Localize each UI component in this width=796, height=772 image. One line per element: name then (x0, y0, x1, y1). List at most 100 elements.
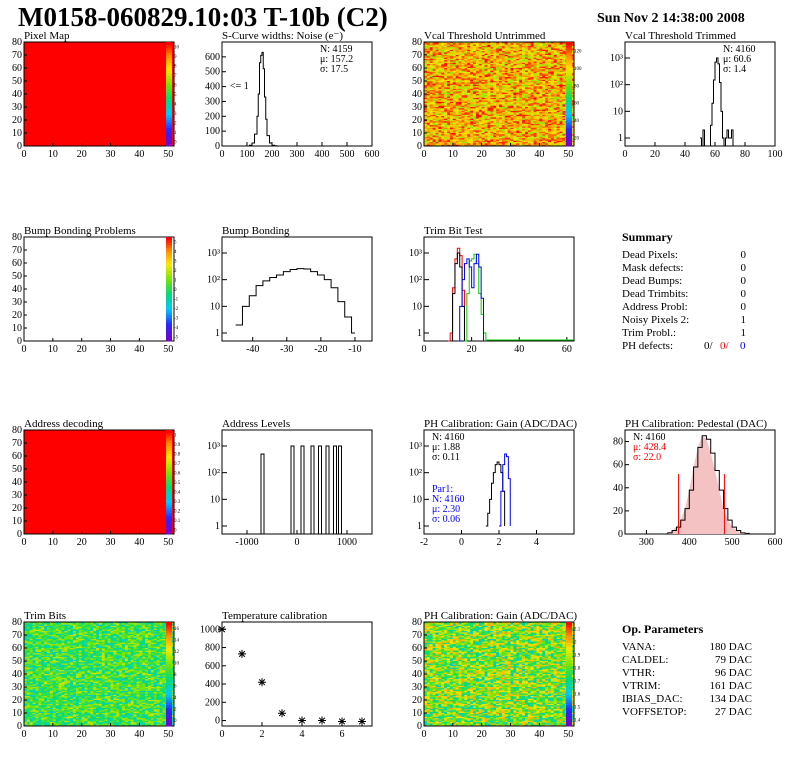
heatmap-cell (29, 624, 33, 627)
heatmap-cell (449, 48, 454, 51)
heatmap-cell (513, 131, 517, 134)
heatmap-cell (461, 143, 465, 145)
heatmap-cell (533, 123, 537, 126)
heatmap-cell (29, 703, 33, 706)
heatmap-cell (470, 78, 474, 80)
heatmap-cell (447, 70, 451, 73)
heatmap-cell (507, 123, 511, 126)
y-tick-label: 20 (12, 310, 22, 321)
heatmap-cell (559, 43, 563, 45)
heatmap-cell (470, 140, 474, 143)
x-tick-label: 400 (315, 149, 330, 160)
heatmap-cell (32, 624, 36, 627)
heatmap-cell (550, 108, 555, 110)
heatmap-cell (481, 95, 485, 97)
heatmap-cell (458, 97, 462, 100)
heatmap-cell (478, 120, 482, 122)
heatmap-cell (493, 84, 497, 87)
heatmap-cell (458, 48, 462, 51)
heatmap-cell (556, 47, 560, 49)
heatmap-cell (536, 110, 540, 113)
heatmap-cell (562, 68, 566, 70)
heatmap-cell (429, 57, 433, 60)
heatmap-cell (475, 91, 480, 93)
heatmap-cell (32, 698, 36, 701)
heatmap-cell (553, 108, 557, 110)
heatmap-cell (519, 56, 523, 58)
heatmap-cell (548, 95, 552, 97)
heatmap-cell (455, 99, 459, 101)
heatmap-cell (424, 56, 428, 58)
heatmap-cell (26, 655, 31, 658)
heatmap-cell (426, 83, 431, 86)
heatmap-cell (458, 116, 462, 118)
heatmap-cell (470, 122, 474, 125)
heatmap-cell (530, 118, 534, 121)
heatmap-cell (513, 104, 517, 106)
colorbar-step (566, 127, 572, 131)
heatmap-cell (510, 48, 514, 51)
heatmap-cell (530, 64, 534, 66)
heatmap-cell (542, 110, 546, 113)
heatmap-cell (429, 125, 433, 127)
heatmap-cell (478, 101, 482, 104)
heatmap-cell (510, 103, 514, 105)
heatmap-cell (513, 87, 517, 90)
heatmap-cell (26, 648, 31, 650)
colorbar-step (166, 81, 172, 84)
heatmap-cell (426, 55, 431, 57)
heatmap-cell (26, 702, 31, 705)
heatmap-cell (478, 143, 482, 145)
colorbar-step (166, 273, 172, 277)
heatmap-cell (473, 116, 477, 118)
heatmap-cell (548, 118, 552, 121)
heatmap-cell (455, 64, 459, 66)
heatmap-cell (571, 117, 575, 119)
heatmap-cell (475, 108, 480, 110)
x-tick-label: 50 (163, 537, 173, 548)
heatmap-cell (432, 112, 436, 114)
heatmap-cell (501, 105, 506, 108)
heatmap-cell (452, 55, 457, 57)
heatmap-cell (449, 45, 454, 48)
annotation: <= 1 (230, 81, 249, 92)
heatmap-cell (26, 625, 31, 628)
page-date: Sun Nov 2 14:38:00 2008 (597, 11, 745, 26)
heatmap-cell (461, 133, 465, 135)
heatmap-cell (490, 133, 494, 135)
heatmap-cell (24, 668, 28, 671)
heatmap-cell (559, 64, 563, 66)
heatmap-cell (26, 705, 31, 707)
heatmap-cell (449, 62, 454, 65)
heatmap-cell (516, 66, 520, 69)
heatmap-cell (530, 71, 534, 74)
heatmap-cell (475, 120, 480, 122)
heatmap-cell (429, 82, 433, 84)
heatmap-cell (507, 97, 511, 100)
heatmap-cell (470, 123, 474, 126)
heatmap-cell (32, 668, 36, 671)
heatmap-cell (481, 113, 485, 116)
heatmap-cell (449, 131, 454, 134)
heatmap-cell (507, 118, 511, 121)
heatmap-cell (426, 130, 431, 132)
heatmap-cell (519, 139, 523, 142)
heatmap-cell (533, 97, 537, 100)
heatmap-cell (487, 125, 491, 127)
heatmap-cell (438, 103, 442, 105)
heatmap-cell (559, 114, 563, 117)
heatmap-cell (559, 66, 563, 69)
heatmap-cell (504, 74, 508, 77)
heatmap-cell (487, 112, 491, 114)
heatmap-cell (487, 142, 491, 144)
heatmap-cell (432, 81, 436, 83)
heatmap-cell (550, 110, 555, 113)
heatmap-cell (504, 129, 508, 131)
heatmap-cell (435, 122, 439, 125)
heatmap-cell (441, 57, 445, 60)
heatmap-cell (539, 143, 543, 145)
heatmap-cell (556, 92, 560, 95)
heatmap-cell (522, 100, 526, 103)
heatmap-cell (487, 77, 491, 79)
heatmap-cell (493, 71, 497, 74)
